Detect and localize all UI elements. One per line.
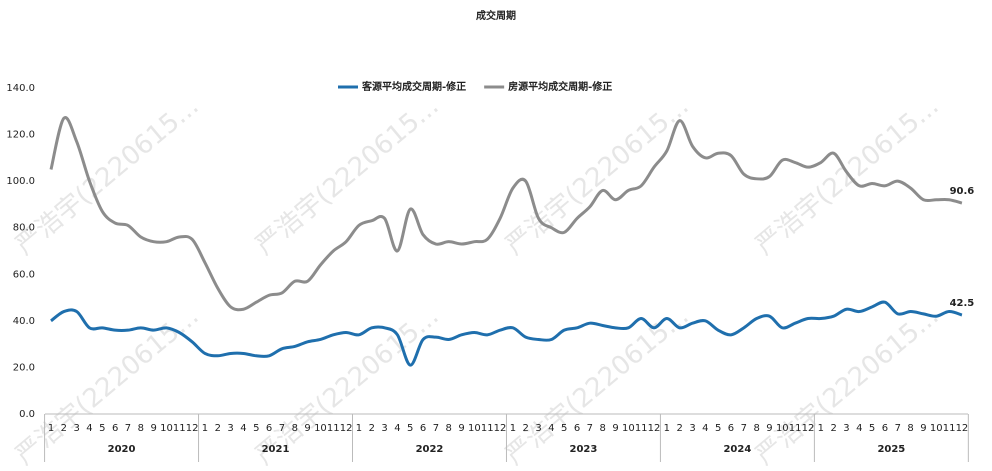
- x-tick-label: 3: [381, 423, 387, 434]
- y-tick-label: 140.0: [6, 83, 35, 94]
- x-group-label: 2020: [108, 444, 136, 455]
- legend-label: 房源平均成交周期-修正: [508, 80, 612, 93]
- x-tick-label: 1: [356, 423, 362, 434]
- x-tick-label: 8: [907, 423, 913, 434]
- x-tick-label: 5: [407, 423, 413, 434]
- x-tick-label: 5: [715, 423, 721, 434]
- x-tick-label: 4: [856, 423, 862, 434]
- series-line: [50, 300, 963, 367]
- x-tick-label: 2: [369, 423, 375, 434]
- x-tick-label: 12: [648, 423, 661, 434]
- x-tick-label: 4: [548, 423, 554, 434]
- x-tick-label: 11: [173, 423, 186, 434]
- x-tick-label: 7: [279, 423, 285, 434]
- x-tick-label: 12: [802, 423, 815, 434]
- watermark: 严浩宇(2220615...: [250, 91, 445, 261]
- watermark: 严浩宇(2220615...: [500, 91, 695, 261]
- x-tick-label: 4: [240, 423, 246, 434]
- legend-label: 客源平均成交周期-修正: [361, 80, 466, 93]
- x-tick-label: 5: [253, 423, 259, 434]
- x-tick-label: 3: [843, 423, 849, 434]
- x-group-label: 2025: [877, 444, 905, 455]
- x-tick-label: 9: [920, 423, 926, 434]
- x-tick-label: 10: [622, 423, 635, 434]
- chart-title: 成交周期: [476, 9, 516, 22]
- x-group-label: 2021: [262, 444, 290, 455]
- x-tick-label: 4: [702, 423, 708, 434]
- x-tick-label: 12: [956, 423, 969, 434]
- x-group-label: 2022: [416, 444, 444, 455]
- x-tick-label: 11: [943, 423, 956, 434]
- x-tick-label: 7: [125, 423, 131, 434]
- x-tick-label: 1: [510, 423, 516, 434]
- watermark: 严浩宇(2220615...: [750, 91, 945, 261]
- x-tick-label: 4: [394, 423, 400, 434]
- x-tick-label: 10: [930, 423, 943, 434]
- x-tick-label: 3: [227, 423, 233, 434]
- x-tick-label: 2: [523, 423, 529, 434]
- x-tick-label: 5: [869, 423, 875, 434]
- x-tick-label: 2: [830, 423, 836, 434]
- y-tick-label: 100.0: [6, 176, 35, 187]
- x-tick-label: 5: [561, 423, 567, 434]
- x-tick-label: 10: [776, 423, 789, 434]
- x-tick-label: 9: [304, 423, 310, 434]
- x-tick-label: 3: [689, 423, 695, 434]
- data-label: 42.5: [950, 298, 975, 309]
- x-group-label: 2023: [570, 444, 598, 455]
- x-tick-label: 2: [61, 423, 67, 434]
- x-tick-label: 11: [635, 423, 648, 434]
- x-tick-label: 6: [728, 423, 734, 434]
- x-tick-label: 6: [574, 423, 580, 434]
- x-tick-label: 8: [600, 423, 606, 434]
- x-tick-label: 8: [446, 423, 452, 434]
- x-tick-label: 6: [420, 423, 426, 434]
- x-tick-label: 12: [186, 423, 199, 434]
- y-tick-label: 80.0: [13, 223, 35, 234]
- x-tick-label: 5: [99, 423, 105, 434]
- x-tick-label: 1: [664, 423, 670, 434]
- x-tick-label: 1: [48, 423, 54, 434]
- series-line: [49, 116, 963, 312]
- x-group-label: 2024: [723, 444, 751, 455]
- x-tick-label: 8: [753, 423, 759, 434]
- y-tick-label: 20.0: [13, 362, 35, 373]
- data-label: 90.6: [950, 186, 975, 197]
- x-tick-label: 1: [202, 423, 208, 434]
- x-tick-label: 2: [676, 423, 682, 434]
- x-tick-label: 12: [494, 423, 507, 434]
- x-tick-label: 8: [292, 423, 298, 434]
- x-tick-label: 11: [789, 423, 802, 434]
- x-tick-label: 7: [587, 423, 593, 434]
- y-tick-label: 40.0: [13, 316, 35, 327]
- y-tick-label: 120.0: [6, 130, 35, 141]
- x-tick-label: 9: [766, 423, 772, 434]
- x-tick-label: 7: [741, 423, 747, 434]
- watermark: 严浩宇(2220615...: [10, 91, 205, 261]
- x-tick-label: 6: [882, 423, 888, 434]
- x-tick-label: 7: [433, 423, 439, 434]
- y-tick-label: 60.0: [13, 269, 35, 280]
- x-tick-label: 11: [327, 423, 340, 434]
- y-tick-label: 0.0: [19, 409, 35, 420]
- x-tick-label: 1: [818, 423, 824, 434]
- x-tick-label: 11: [481, 423, 494, 434]
- x-tick-label: 9: [150, 423, 156, 434]
- x-tick-label: 2: [215, 423, 221, 434]
- x-tick-label: 9: [458, 423, 464, 434]
- x-tick-label: 10: [160, 423, 173, 434]
- x-tick-label: 8: [138, 423, 144, 434]
- x-tick-label: 12: [340, 423, 353, 434]
- x-tick-label: 3: [535, 423, 541, 434]
- x-tick-label: 10: [468, 423, 481, 434]
- x-tick-label: 4: [86, 423, 92, 434]
- x-tick-label: 3: [73, 423, 79, 434]
- x-tick-label: 10: [314, 423, 327, 434]
- x-tick-label: 9: [612, 423, 618, 434]
- x-tick-label: 6: [112, 423, 118, 434]
- x-tick-label: 7: [895, 423, 901, 434]
- x-tick-label: 6: [266, 423, 272, 434]
